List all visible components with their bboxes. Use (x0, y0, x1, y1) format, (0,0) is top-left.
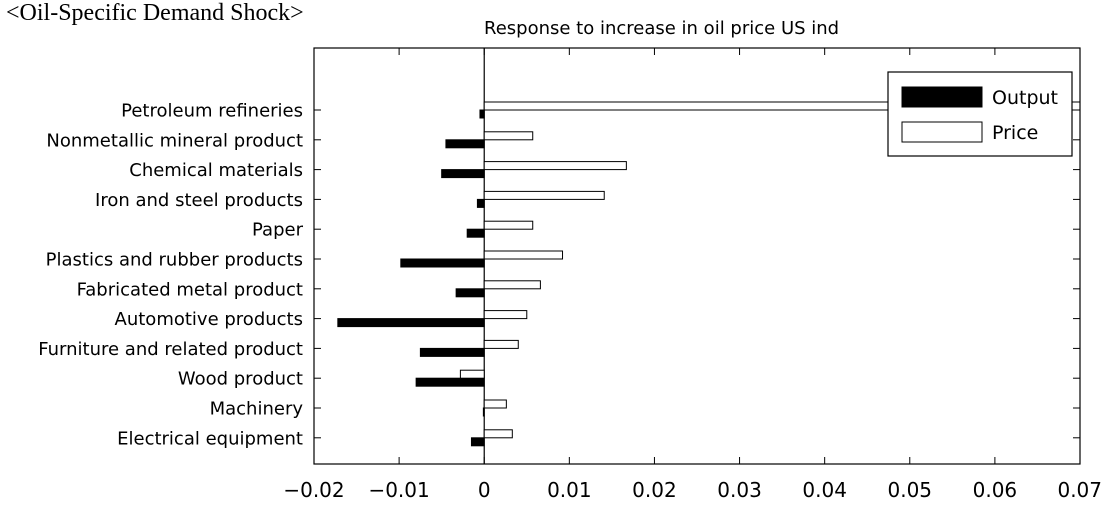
bar-price-machinery (483, 399, 507, 409)
bar-output-nonmetallic-mineral-product (445, 139, 485, 149)
legend-swatch-output (901, 86, 983, 108)
x-tick-label: 0.02 (632, 478, 677, 502)
bar-price-chemical-materials (483, 161, 627, 171)
x-tick-label: 0.07 (1057, 478, 1102, 502)
category-label-electrical-equipment: Electrical equipment (117, 428, 303, 449)
bar-output-chemical-materials (441, 169, 485, 179)
bar-output-paper (466, 228, 485, 238)
category-label-machinery: Machinery (210, 399, 304, 420)
bar-output-furniture-and-related-product (419, 347, 485, 357)
category-label-iron-and-steel-products: Iron and steel products (95, 190, 303, 211)
bar-output-fabricated-metal-product (455, 288, 485, 298)
x-tick-label: 0.06 (973, 478, 1018, 502)
bar-output-automotive-products (337, 318, 485, 328)
bar-output-machinery (482, 407, 485, 417)
bar-price-furniture-and-related-product (483, 339, 519, 349)
bar-price-wood-product (459, 369, 485, 379)
category-label-furniture-and-related-product: Furniture and related product (38, 339, 303, 360)
bar-output-iron-and-steel-products (476, 198, 485, 208)
legend-swatch-price (901, 121, 983, 143)
bar-price-plastics-and-rubber-products (483, 250, 564, 260)
category-label-petroleum-refineries: Petroleum refineries (121, 101, 303, 122)
bar-price-electrical-equipment (483, 429, 513, 439)
x-tick-label: −0.01 (368, 478, 429, 502)
bar-price-iron-and-steel-products (483, 190, 605, 200)
bar-output-electrical-equipment (470, 437, 485, 447)
x-tick-label: 0.04 (802, 478, 847, 502)
x-tick-label: 0.03 (717, 478, 762, 502)
x-tick-label: −0.02 (283, 478, 344, 502)
legend-box (887, 71, 1073, 157)
category-label-plastics-and-rubber-products: Plastics and rubber products (46, 250, 303, 271)
category-label-fabricated-metal-product: Fabricated metal product (77, 279, 303, 300)
bar-output-plastics-and-rubber-products (400, 258, 485, 268)
x-tick-label: 0 (478, 478, 491, 502)
bar-output-petroleum-refineries (479, 109, 485, 119)
bar-output-wood-product (415, 377, 485, 387)
category-label-automotive-products: Automotive products (115, 309, 303, 330)
plot-frame (313, 47, 1081, 465)
bar-price-automotive-products (483, 310, 528, 320)
chart-title: Response to increase in oil price US ind (484, 18, 839, 39)
bar-price-paper (483, 220, 534, 230)
category-label-paper: Paper (252, 220, 304, 241)
ticks-layer (313, 48, 1081, 464)
page-title: <Oil-Specific Demand Shock> (6, 0, 304, 26)
legend-label-output: Output (992, 87, 1058, 109)
category-label-chemical-materials: Chemical materials (129, 160, 303, 181)
labels-layer: Petroleum refineries Nonmetallic mineral … (38, 101, 1102, 503)
bar-price-fabricated-metal-product (483, 280, 541, 290)
bar-price-nonmetallic-mineral-product (483, 131, 534, 141)
legend-label-price: Price (992, 122, 1038, 144)
category-label-wood-product: Wood product (178, 369, 303, 390)
legend: Output Price (887, 71, 1073, 157)
x-tick-label: 0.01 (547, 478, 592, 502)
category-label-nonmetallic-mineral-product: Nonmetallic mineral product (46, 130, 303, 151)
x-tick-label: 0.05 (888, 478, 933, 502)
bars-layer (337, 48, 1081, 464)
